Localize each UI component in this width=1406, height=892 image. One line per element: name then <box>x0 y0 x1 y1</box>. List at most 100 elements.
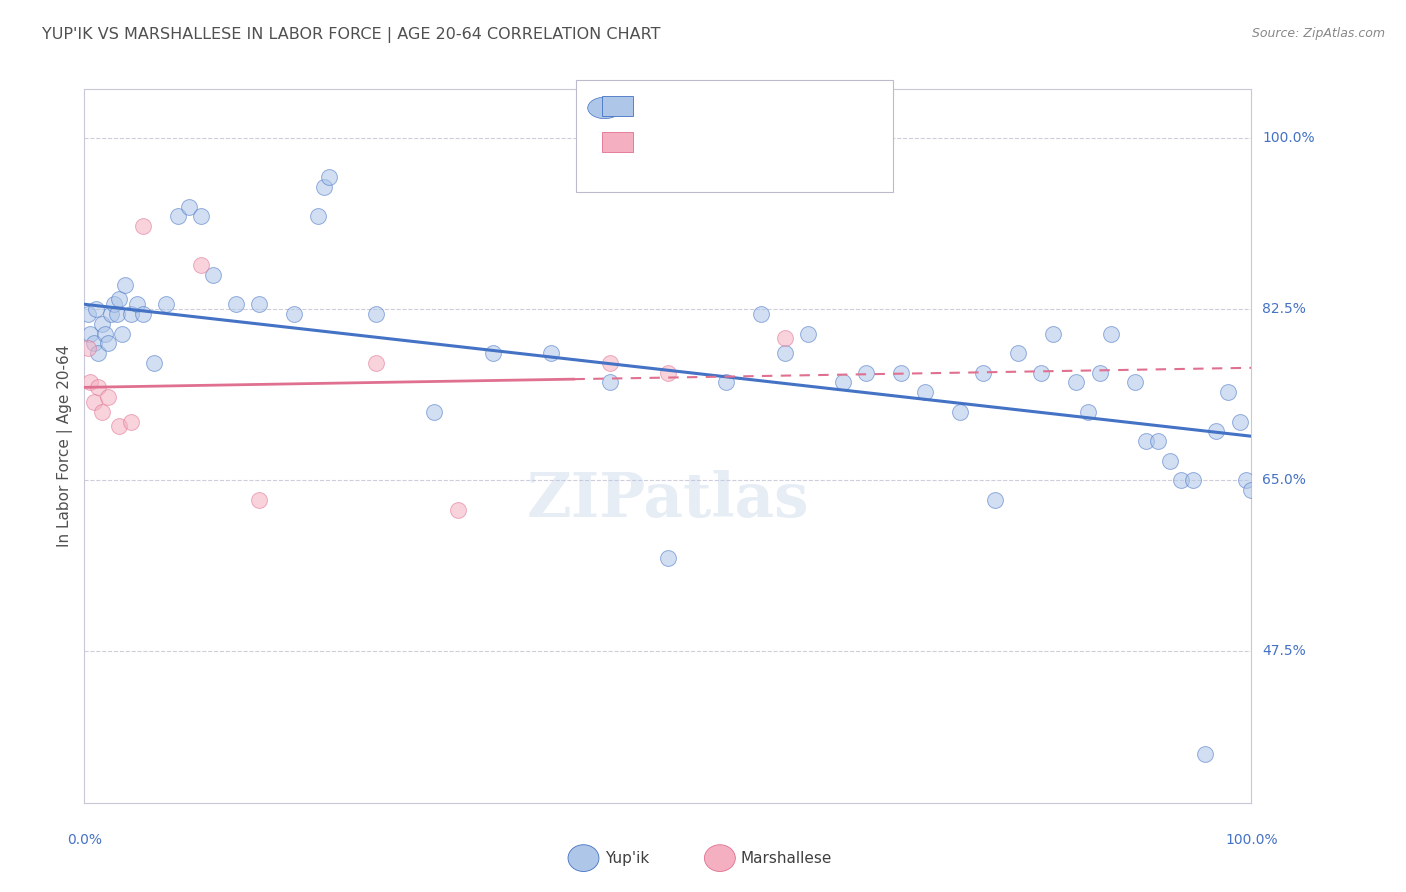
Point <box>225 297 247 311</box>
Point <box>540 346 562 360</box>
Text: N =: N = <box>752 135 796 149</box>
Point <box>1123 376 1146 390</box>
Point <box>79 326 101 341</box>
Point <box>132 219 155 233</box>
Point <box>1031 366 1053 380</box>
Text: 65.0%: 65.0% <box>1263 474 1306 487</box>
Text: Source: ZipAtlas.com: Source: ZipAtlas.com <box>1251 27 1385 40</box>
Text: R =: R = <box>640 135 673 149</box>
Point <box>100 307 122 321</box>
Point <box>90 405 112 419</box>
Y-axis label: In Labor Force | Age 20-64: In Labor Force | Age 20-64 <box>58 345 73 547</box>
Point <box>283 307 305 321</box>
Point <box>749 307 772 321</box>
Point <box>143 356 166 370</box>
Point <box>97 336 120 351</box>
Point <box>1066 376 1088 390</box>
Text: Yup'ik: Yup'ik <box>605 851 648 865</box>
Point <box>132 307 155 321</box>
Point <box>1181 473 1204 487</box>
Point <box>1077 405 1099 419</box>
Point <box>307 209 329 223</box>
Point <box>87 380 110 394</box>
Point <box>125 297 148 311</box>
Point <box>1234 473 1257 487</box>
Point <box>890 366 912 380</box>
Point <box>79 376 101 390</box>
Point <box>855 366 877 380</box>
Point <box>201 268 224 282</box>
Point <box>949 405 972 419</box>
Point <box>247 297 270 311</box>
Point <box>972 366 994 380</box>
Point <box>1088 366 1111 380</box>
Point <box>76 307 98 321</box>
Point <box>105 307 128 321</box>
Point <box>1135 434 1157 449</box>
Text: 0.0%: 0.0% <box>67 833 101 847</box>
Point <box>481 346 505 360</box>
Point <box>423 405 446 419</box>
Text: 100.0%: 100.0% <box>1225 833 1278 847</box>
Point <box>103 297 125 311</box>
Point <box>166 209 188 223</box>
Point <box>84 302 107 317</box>
Text: -0.258: -0.258 <box>682 99 737 113</box>
Text: R =: R = <box>640 99 673 113</box>
Point <box>1216 385 1239 400</box>
Text: 47.5%: 47.5% <box>1263 644 1306 658</box>
Text: ZIPatlas: ZIPatlas <box>527 470 808 530</box>
Point <box>599 356 621 370</box>
Text: Marshallese: Marshallese <box>741 851 832 865</box>
Text: 16: 16 <box>808 135 830 149</box>
Point <box>366 307 388 321</box>
Point <box>657 366 679 380</box>
Text: YUP'IK VS MARSHALLESE IN LABOR FORCE | AGE 20-64 CORRELATION CHART: YUP'IK VS MARSHALLESE IN LABOR FORCE | A… <box>42 27 661 43</box>
Point <box>190 209 212 223</box>
Point <box>120 415 142 429</box>
Point <box>318 170 340 185</box>
Point <box>76 341 98 355</box>
Point <box>1229 415 1251 429</box>
Point <box>87 346 110 360</box>
Point <box>97 390 120 404</box>
Point <box>366 356 388 370</box>
Point <box>94 326 117 341</box>
Point <box>773 331 796 345</box>
Point <box>1194 747 1216 761</box>
Point <box>599 376 621 390</box>
Point <box>1007 346 1029 360</box>
Point <box>773 346 796 360</box>
Point <box>832 376 855 390</box>
Text: 0.028: 0.028 <box>682 135 735 149</box>
Point <box>914 385 936 400</box>
Text: 67: 67 <box>808 99 830 113</box>
Point <box>111 326 134 341</box>
Point <box>190 258 212 272</box>
Point <box>83 395 105 409</box>
Point <box>120 307 142 321</box>
Text: N =: N = <box>752 99 796 113</box>
Point <box>179 200 201 214</box>
Point <box>114 277 136 292</box>
Point <box>1099 326 1122 341</box>
Point <box>247 492 270 507</box>
Point <box>1205 425 1227 439</box>
Text: 82.5%: 82.5% <box>1263 302 1306 316</box>
Point <box>155 297 177 311</box>
Point <box>1240 483 1263 497</box>
Point <box>108 419 131 434</box>
Point <box>797 326 820 341</box>
Text: 100.0%: 100.0% <box>1263 131 1315 145</box>
Point <box>108 293 131 307</box>
Point <box>983 492 1005 507</box>
Point <box>716 376 738 390</box>
Point <box>657 551 679 566</box>
Point <box>1170 473 1192 487</box>
Point <box>1147 434 1170 449</box>
Point <box>1159 453 1181 467</box>
Point <box>1042 326 1064 341</box>
Point <box>312 180 335 194</box>
Point <box>447 502 470 516</box>
Point <box>83 336 105 351</box>
